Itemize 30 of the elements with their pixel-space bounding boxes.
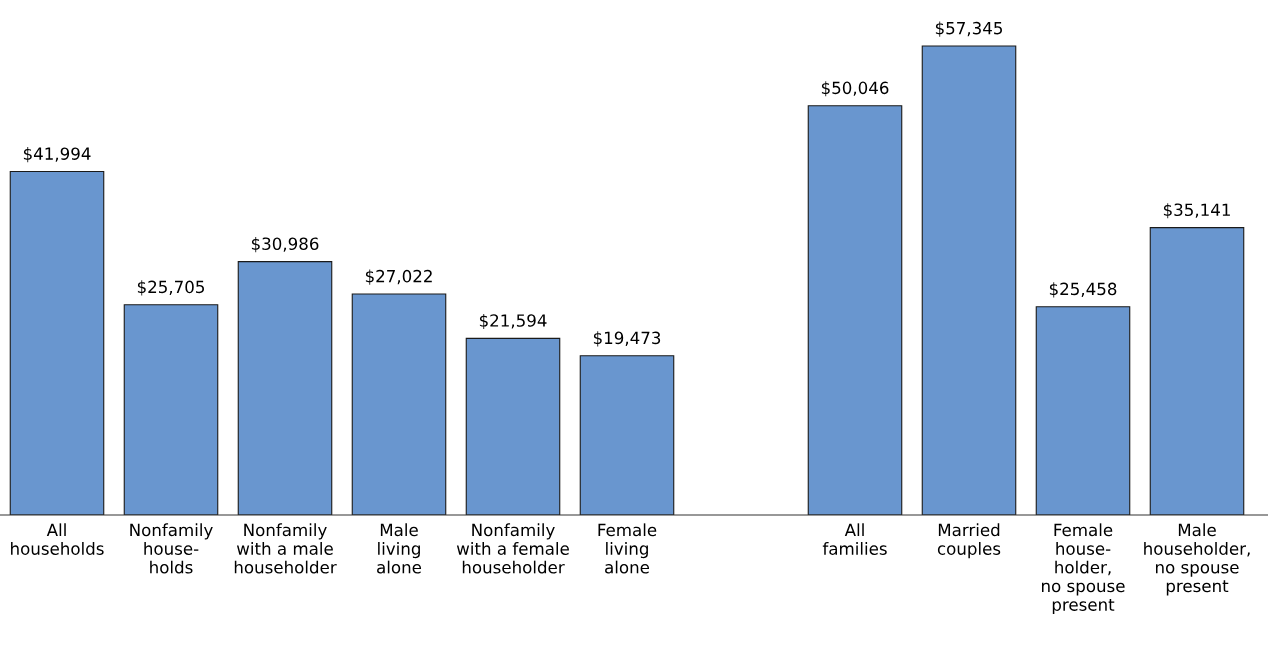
x-tick-label: Married couples: [937, 523, 1001, 559]
bar: [9, 170, 105, 515]
bar: [921, 45, 1017, 515]
data-label: $19,473: [593, 331, 661, 347]
x-tick-label: Male living alone: [377, 523, 422, 574]
data-label: $50,046: [821, 81, 889, 97]
data-label: $41,994: [23, 147, 91, 163]
x-tick-label: Female living alone: [598, 523, 657, 574]
data-label: $30,986: [251, 237, 319, 253]
bar: [1149, 227, 1245, 515]
x-tick-label: All families: [822, 523, 887, 555]
data-label: $57,345: [935, 21, 1002, 37]
x-tick-label: Male householder, no spouse present: [1144, 523, 1250, 596]
x-tick-label: Nonfamily with a male householder: [234, 523, 337, 574]
bar: [807, 105, 903, 515]
x-tick-label: All households: [11, 523, 104, 555]
bar: [237, 261, 333, 515]
bar: [1035, 306, 1131, 515]
x-tick-label: Nonfamily house- holds: [130, 523, 213, 574]
bar: [123, 304, 219, 515]
data-label: $35,141: [1163, 203, 1230, 219]
data-label: $25,458: [1049, 282, 1117, 298]
bar: [579, 355, 675, 515]
data-label: $27,022: [365, 269, 432, 285]
bar: [465, 337, 561, 515]
data-label: $25,705: [137, 280, 204, 296]
x-tick-label: Nonfamily with a female householder: [456, 523, 569, 574]
bar: [351, 293, 447, 515]
x-tick-label: Female house- holder, no spouse present: [1042, 523, 1125, 615]
data-label: $21,594: [479, 313, 547, 330]
